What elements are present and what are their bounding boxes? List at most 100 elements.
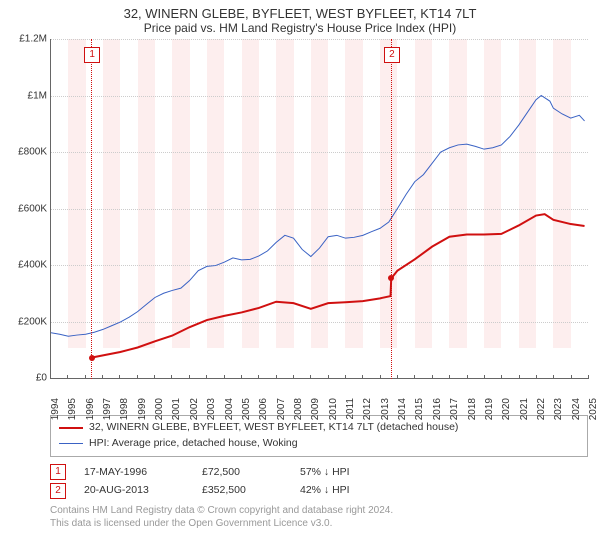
x-axis-label: 2004	[224, 398, 235, 420]
x-axis-label: 2016	[432, 398, 443, 420]
sale-price: £72,500	[202, 463, 282, 482]
legend-row: 32, WINERN GLEBE, BYFLEET, WEST BYFLEET,…	[59, 420, 579, 436]
chart-area: £0£200K£400K£600K£800K£1M£1.2M 12 199419…	[50, 39, 588, 409]
x-tick	[536, 375, 537, 379]
legend-swatch	[59, 427, 83, 429]
legend-swatch	[59, 443, 83, 444]
x-tick	[154, 375, 155, 379]
x-tick	[293, 375, 294, 379]
x-tick	[345, 375, 346, 379]
x-axis-label: 1997	[102, 398, 113, 420]
x-tick	[397, 375, 398, 379]
sale-date: 20-AUG-2013	[84, 481, 184, 500]
x-axis-label: 2008	[293, 398, 304, 420]
x-axis-label: 1999	[137, 398, 148, 420]
x-tick	[414, 375, 415, 379]
x-axis-label: 2009	[310, 398, 321, 420]
x-axis-label: 2015	[414, 398, 425, 420]
x-axis-label: 2024	[571, 398, 582, 420]
sales-table: 1 17-MAY-1996 £72,500 57% ↓ HPI 2 20-AUG…	[50, 463, 588, 501]
sale-row: 2 20-AUG-2013 £352,500 42% ↓ HPI	[50, 481, 588, 500]
x-tick	[553, 375, 554, 379]
x-tick	[206, 375, 207, 379]
x-tick	[571, 375, 572, 379]
marker-box: 1	[84, 47, 100, 63]
x-tick	[171, 375, 172, 379]
x-axis-label: 1998	[119, 398, 130, 420]
x-tick	[189, 375, 190, 379]
plot-region: £0£200K£400K£600K£800K£1M£1.2M	[50, 39, 588, 379]
sale-marker: 2	[50, 483, 66, 499]
series-hpi	[51, 96, 585, 337]
x-axis-label: 2013	[380, 398, 391, 420]
x-tick	[102, 375, 103, 379]
x-tick	[588, 375, 589, 379]
marker-line	[391, 39, 392, 379]
x-tick	[258, 375, 259, 379]
x-axis-label: 2000	[154, 398, 165, 420]
x-tick	[119, 375, 120, 379]
x-axis-label: 2014	[397, 398, 408, 420]
x-tick	[380, 375, 381, 379]
x-axis-label: 2012	[362, 398, 373, 420]
x-tick	[467, 375, 468, 379]
x-tick	[432, 375, 433, 379]
chart-title: 32, WINERN GLEBE, BYFLEET, WEST BYFLEET,…	[0, 0, 600, 21]
x-tick	[50, 375, 51, 379]
x-axis-label: 2018	[467, 398, 478, 420]
y-axis-label: £400K	[18, 260, 51, 271]
x-axis-label: 1996	[85, 398, 96, 420]
sale-date: 17-MAY-1996	[84, 463, 184, 482]
sale-diff: 57% ↓ HPI	[300, 463, 350, 482]
x-axis-label: 2010	[328, 398, 339, 420]
y-axis-label: £1M	[28, 90, 51, 101]
x-axis-label: 2002	[189, 398, 200, 420]
x-tick	[85, 375, 86, 379]
sale-marker: 1	[50, 464, 66, 480]
attribution: Contains HM Land Registry data © Crown c…	[50, 504, 588, 530]
x-tick	[224, 375, 225, 379]
x-axis-label: 2025	[588, 398, 599, 420]
x-axis-label: 1994	[50, 398, 61, 420]
x-tick	[519, 375, 520, 379]
x-tick	[362, 375, 363, 379]
x-axis-labels: 1994199519961997199819992000200120022003…	[50, 379, 588, 409]
y-axis-label: £200K	[18, 316, 51, 327]
x-axis-label: 2023	[553, 398, 564, 420]
legend-row: HPI: Average price, detached house, Woki…	[59, 436, 579, 452]
marker-line	[91, 39, 92, 379]
x-axis-label: 2021	[519, 398, 530, 420]
chart-container: 32, WINERN GLEBE, BYFLEET, WEST BYFLEET,…	[0, 0, 600, 560]
x-axis-label: 2019	[484, 398, 495, 420]
y-axis-label: £0	[36, 373, 51, 384]
x-tick	[449, 375, 450, 379]
x-tick	[276, 375, 277, 379]
sale-price: £352,500	[202, 481, 282, 500]
legend-box: 32, WINERN GLEBE, BYFLEET, WEST BYFLEET,…	[50, 415, 588, 457]
sale-diff: 42% ↓ HPI	[300, 481, 350, 500]
x-axis-label: 2007	[276, 398, 287, 420]
x-tick	[241, 375, 242, 379]
x-tick	[137, 375, 138, 379]
line-svg	[51, 39, 588, 378]
x-tick	[67, 375, 68, 379]
y-axis-label: £1.2M	[19, 34, 51, 45]
chart-subtitle: Price paid vs. HM Land Registry's House …	[0, 21, 600, 35]
x-axis-label: 2020	[501, 398, 512, 420]
y-axis-label: £600K	[18, 203, 51, 214]
x-tick	[328, 375, 329, 379]
x-tick	[310, 375, 311, 379]
x-axis-label: 1995	[67, 398, 78, 420]
legend-label: 32, WINERN GLEBE, BYFLEET, WEST BYFLEET,…	[89, 420, 458, 436]
x-tick	[484, 375, 485, 379]
legend-label: HPI: Average price, detached house, Woki…	[89, 436, 298, 452]
sale-row: 1 17-MAY-1996 £72,500 57% ↓ HPI	[50, 463, 588, 482]
x-axis-label: 2006	[258, 398, 269, 420]
attribution-line: Contains HM Land Registry data © Crown c…	[50, 504, 588, 517]
x-tick	[501, 375, 502, 379]
x-axis-label: 2005	[241, 398, 252, 420]
x-axis-label: 2001	[171, 398, 182, 420]
y-axis-label: £800K	[18, 147, 51, 158]
x-axis-label: 2017	[449, 398, 460, 420]
x-axis-label: 2022	[536, 398, 547, 420]
